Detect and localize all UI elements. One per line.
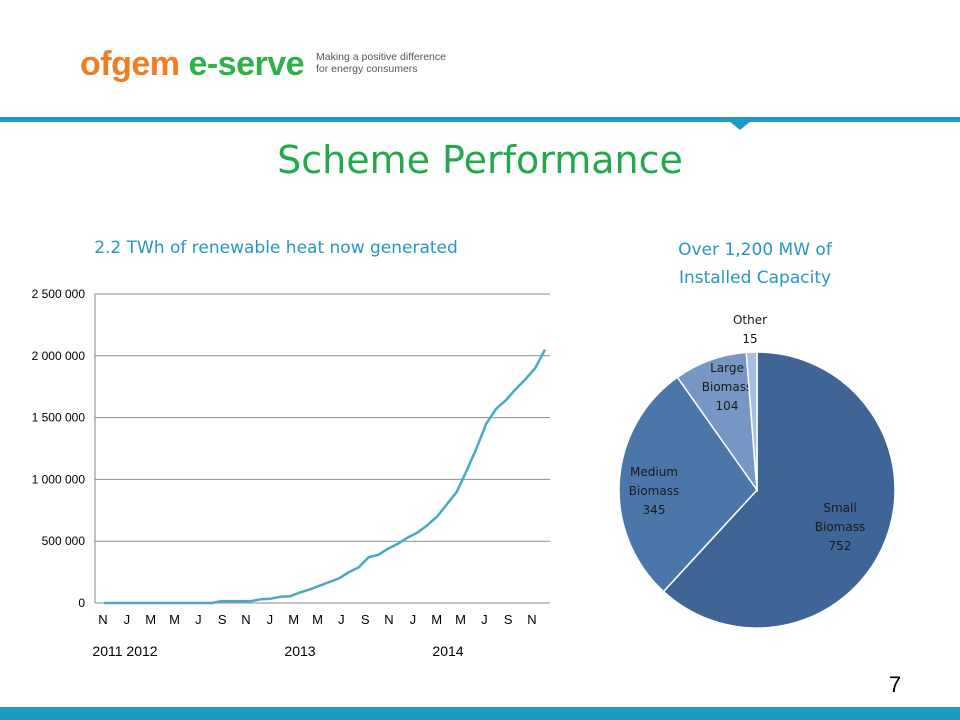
- pie-slice-label: 752: [829, 539, 852, 553]
- pie-slice: [618, 376, 758, 593]
- pie-slice-label: 104: [716, 399, 739, 413]
- line-chart-subtitle: 2.2 TWh of renewable heat now generated: [94, 238, 458, 258]
- x-tick-label: J: [267, 612, 274, 627]
- x-tick-label: S: [218, 612, 227, 627]
- x-year-label: 2013: [284, 643, 315, 659]
- pie-slice-label: Biomass: [815, 520, 865, 534]
- pie-slice-label: Medium: [630, 465, 678, 479]
- x-year-label: 2014: [432, 643, 463, 659]
- pie-subtitle-line-1: Over 1,200 MW of: [678, 240, 832, 260]
- footer-bar: [0, 707, 960, 720]
- y-tick-label: 2 500 000: [32, 287, 86, 301]
- page-number: 7: [888, 672, 902, 697]
- x-year-label: 2011 2012: [92, 643, 157, 659]
- pie-subtitle-line-2: Installed Capacity: [678, 268, 832, 288]
- x-tick-label: J: [124, 612, 131, 627]
- pie-slice-label: Other: [733, 313, 767, 327]
- x-tick-label: J: [338, 612, 345, 627]
- y-tick-label: 2 000 000: [32, 349, 86, 363]
- page-title: Scheme Performance: [277, 138, 683, 182]
- x-tick-label: S: [361, 612, 370, 627]
- tagline-line-2: for energy consumers: [316, 63, 418, 75]
- y-tick-label: 0: [78, 596, 85, 610]
- pie-slice-label: Large: [710, 361, 744, 375]
- x-tick-label: M: [455, 612, 466, 627]
- pie-slice-label: 15: [742, 332, 757, 346]
- tagline-line-1: Making a positive difference: [316, 51, 446, 63]
- x-tick-label: N: [527, 612, 536, 627]
- series-line: [104, 349, 547, 605]
- logo-brand-ofgem: ofgem: [80, 45, 180, 83]
- x-tick-label: J: [195, 612, 202, 627]
- logo-wordmark: ofgem e-serve: [80, 44, 305, 84]
- pie-slice: [662, 351, 896, 629]
- x-tick-label: N: [98, 612, 107, 627]
- logo-brand-eserve: e-serve: [188, 45, 305, 83]
- header-divider-notch: [729, 121, 751, 130]
- x-tick-label: J: [410, 612, 417, 627]
- x-tick-label: M: [312, 612, 323, 627]
- x-tick-label: M: [145, 612, 156, 627]
- x-tick-label: N: [384, 612, 393, 627]
- x-tick-label: M: [169, 612, 180, 627]
- pie-slice-label: Small: [823, 501, 856, 515]
- x-tick-label: S: [504, 612, 513, 627]
- header-divider: [0, 117, 960, 122]
- y-tick-label: 500 000: [42, 534, 86, 548]
- x-tick-label: M: [431, 612, 442, 627]
- y-tick-label: 1 000 000: [32, 472, 86, 486]
- pie-chart-subtitle: Over 1,200 MW of Installed Capacity: [610, 236, 900, 292]
- y-tick-label: 1 500 000: [32, 411, 86, 425]
- pie-slice-label: Biomass: [702, 380, 752, 394]
- x-tick-label: J: [481, 612, 488, 627]
- pie-slice: [745, 351, 758, 491]
- pie-slice-label: Biomass: [629, 484, 679, 498]
- x-tick-label: M: [288, 612, 299, 627]
- pie-slice-label: 345: [643, 503, 666, 517]
- x-tick-label: N: [241, 612, 250, 627]
- logo-tagline: Making a positive difference for energy …: [316, 51, 446, 75]
